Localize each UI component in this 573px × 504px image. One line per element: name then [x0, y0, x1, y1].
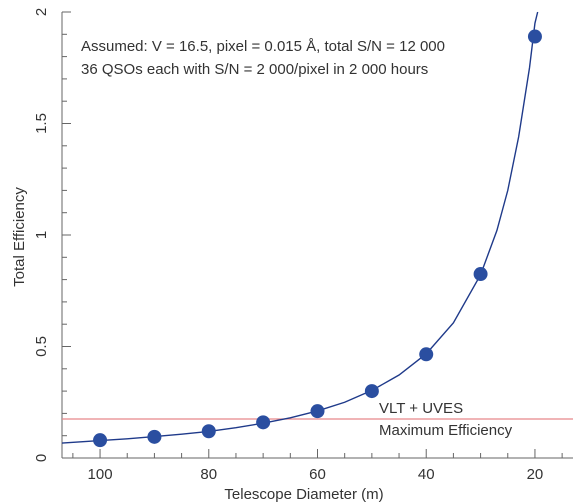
x-tick-label: 20	[527, 466, 544, 483]
data-point	[147, 429, 162, 444]
y-tick-label: 0.5	[33, 336, 50, 357]
y-tick-label: 1	[33, 231, 50, 239]
x-axis-title: Telescope Diameter (m)	[224, 486, 383, 503]
data-point	[201, 424, 216, 439]
x-tick-label: 40	[418, 466, 435, 483]
x-tick-label: 80	[200, 466, 217, 483]
reference-line-label-top: VLT + UVES	[379, 400, 463, 417]
data-points-group	[93, 29, 542, 448]
fit-curve-line	[61, 11, 539, 444]
data-point	[527, 29, 542, 44]
y-tick-label: 0	[33, 454, 50, 462]
data-point	[310, 404, 325, 419]
data-point	[364, 384, 379, 399]
x-tick-label: 100	[88, 466, 113, 483]
data-point	[256, 415, 271, 430]
fit-curve-group	[61, 11, 539, 444]
reference-line-label-bottom: Maximum Efficiency	[379, 422, 513, 439]
data-point	[93, 433, 108, 448]
annotation-line-2: 36 QSOs each with S/N = 2 000/pixel in 2…	[81, 61, 428, 78]
data-point	[419, 347, 434, 362]
plot-frame	[61, 12, 573, 459]
axis-ticks-group: 100 80 60 40 20 0 0.5 1 1.5 2	[33, 8, 563, 483]
x-tick-label: 60	[309, 466, 326, 483]
y-tick-label: 2	[33, 8, 50, 16]
data-point	[473, 267, 488, 282]
y-axis-title: Total Efficiency	[11, 187, 28, 287]
annotation-line-1: Assumed: V = 16.5, pixel = 0.015 Å, tota…	[81, 38, 445, 55]
y-tick-label: 1.5	[33, 113, 50, 134]
